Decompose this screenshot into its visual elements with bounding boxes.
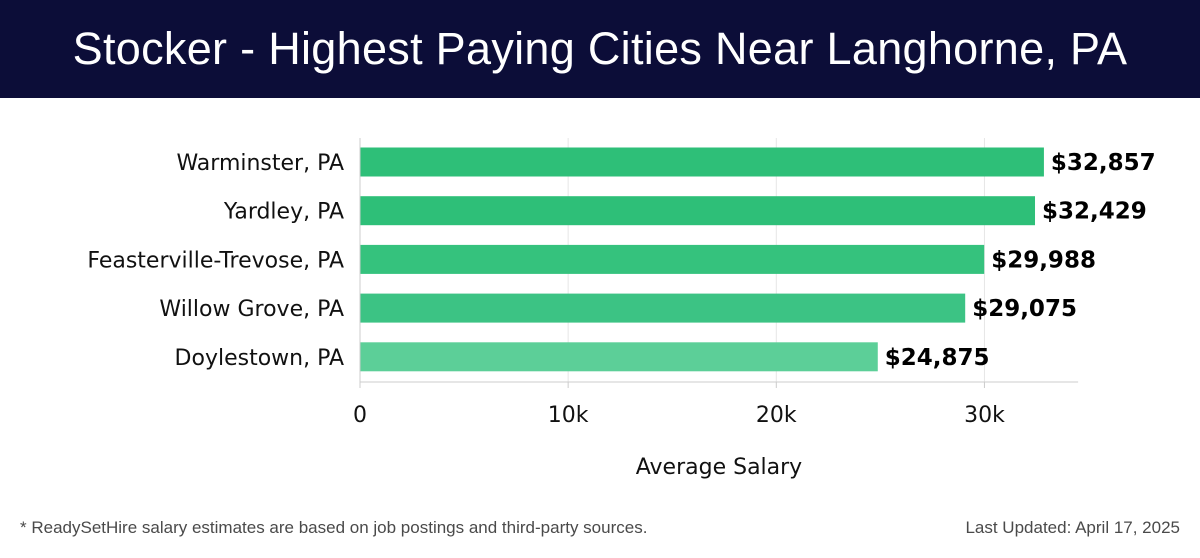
footnote: * ReadySetHire salary estimates are base…: [20, 518, 648, 537]
title-banner: [0, 0, 1200, 98]
category-label: Willow Grove, PA: [159, 297, 344, 322]
category-label: Yardley, PA: [223, 200, 344, 225]
last-updated: Last Updated: April 17, 2025: [965, 518, 1180, 537]
bar: [360, 147, 1044, 177]
bar: [360, 293, 966, 323]
x-tick-label: 30k: [964, 403, 1005, 428]
value-label: $32,429: [1042, 199, 1147, 225]
value-label: $29,075: [972, 296, 1077, 322]
bar: [360, 342, 878, 372]
category-label: Doylestown, PA: [175, 346, 344, 371]
x-axis-title: Average Salary: [636, 455, 802, 480]
category-label: Feasterville-Trevose, PA: [87, 248, 344, 273]
value-label: $29,988: [991, 247, 1096, 273]
x-tick-label: 0: [353, 403, 367, 428]
x-tick-label: 20k: [756, 403, 797, 428]
category-label: Warminster, PA: [176, 151, 344, 176]
bar: [360, 244, 985, 274]
page-title: Stocker - Highest Paying Cities Near Lan…: [72, 23, 1128, 74]
bar: [360, 196, 1036, 226]
value-label: $24,875: [885, 345, 990, 371]
value-label: $32,857: [1051, 150, 1156, 176]
salary-bar-chart: $32,857 $32,429 $29,988 $29,075 $24,875 0 10k…: [87, 138, 1156, 480]
x-tick-label: 10k: [548, 403, 589, 428]
bar-layer: $32,857 $32,429 $29,988 $29,075 $24,875: [360, 147, 1156, 372]
axis-layer: 0 10k 20k 30k Warminster, PA Yardley, PA Feast…: [87, 138, 1079, 428]
